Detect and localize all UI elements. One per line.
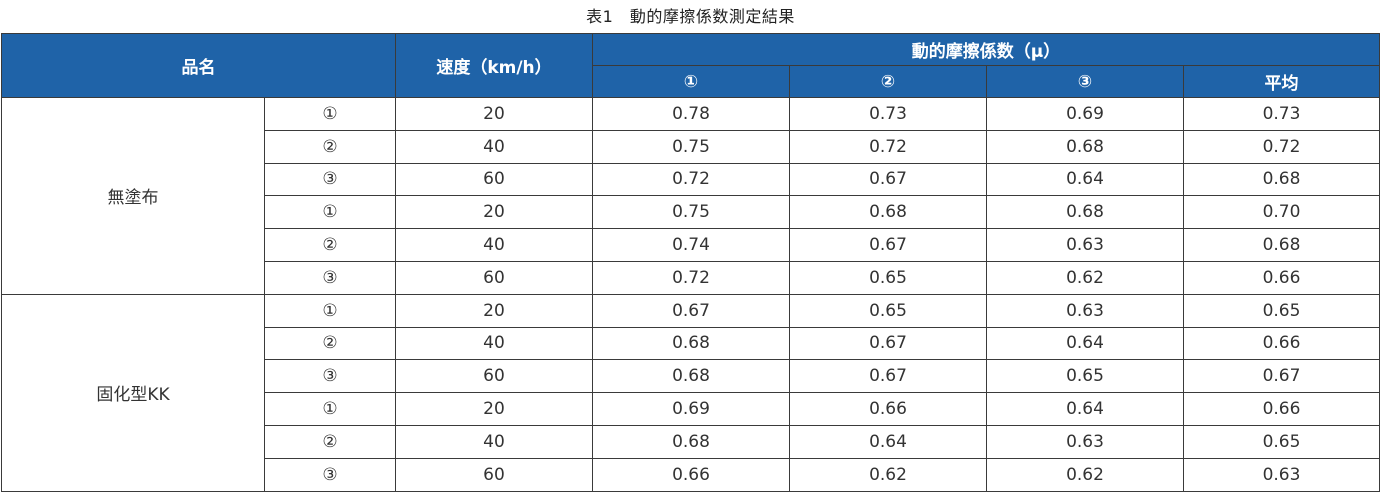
sample-number: ③: [264, 457, 396, 492]
table-row: ① 20 0.69 0.66 0.64 0.66: [2, 392, 1381, 426]
table-row: ② 40 0.75 0.72 0.68 0.72: [2, 129, 1381, 164]
trial-3-value: 0.64: [986, 392, 1184, 426]
trial-2-value: 0.67: [789, 228, 987, 262]
speed-value: 20: [395, 293, 593, 328]
average-value: 0.65: [1182, 293, 1381, 328]
sample-number: ①: [264, 293, 396, 328]
average-value: 0.65: [1182, 424, 1381, 459]
trial-1-value: 0.75: [592, 195, 790, 230]
trial-1-value: 0.66: [592, 457, 790, 492]
sample-number: ③: [264, 162, 396, 197]
average-value: 0.73: [1182, 97, 1381, 131]
trial-2-value: 0.65: [789, 260, 987, 295]
trial-2-value: 0.73: [789, 97, 987, 131]
speed-value: 20: [395, 195, 593, 230]
table-row: 無塗布 ① 20 0.78 0.73 0.69 0.73: [1, 97, 1381, 295]
sample-number: ①: [264, 195, 396, 230]
trial-3-value: 0.64: [986, 162, 1184, 197]
sample-number: ①: [264, 97, 396, 131]
trial-1-value: 0.78: [592, 97, 790, 131]
table-body: 無塗布 ① 20 0.78 0.73 0.69 0.73 ② 40 0.75 0…: [1, 97, 1381, 492]
average-value: 0.63: [1182, 457, 1381, 492]
sample-number: ③: [264, 359, 396, 394]
sample-number: ①: [264, 392, 396, 426]
speed-value: 20: [395, 392, 593, 426]
trial-3-value: 0.62: [986, 457, 1184, 492]
trial-3-value: 0.68: [986, 129, 1184, 164]
trial-2-value: 0.67: [789, 359, 987, 394]
trial-2-value: 0.64: [789, 424, 987, 459]
trial-1-value: 0.72: [592, 162, 790, 197]
table-caption: 表1 動的摩擦係数測定結果: [586, 7, 795, 26]
trial-1-value: 0.68: [592, 424, 790, 459]
trial-2-value: 0.68: [789, 195, 987, 230]
trial-2-value: 0.66: [789, 392, 987, 426]
average-value: 0.66: [1182, 326, 1381, 361]
table-row: ① 20 0.75 0.68 0.68 0.70: [2, 195, 1381, 230]
trial-2-value: 0.72: [789, 129, 987, 164]
header-trial-3: ③: [986, 65, 1184, 98]
average-value: 0.66: [1182, 392, 1381, 426]
trial-1-value: 0.72: [592, 260, 790, 295]
speed-value: 60: [395, 457, 593, 492]
average-value: 0.66: [1182, 260, 1381, 295]
trial-3-value: 0.68: [986, 195, 1184, 230]
speed-value: 40: [395, 326, 593, 361]
friction-results-table: 品名 速度（km/h） 動的摩擦係数（μ） ① ② ③ 平均 無塗布 ① 20 …: [1, 33, 1381, 492]
trial-2-value: 0.65: [789, 293, 987, 328]
sample-number: ③: [264, 260, 396, 295]
header-product: 品名: [1, 33, 396, 98]
trial-3-value: 0.63: [986, 424, 1184, 459]
sample-number: ②: [264, 424, 396, 459]
product-name: 無塗布: [1, 97, 265, 295]
trial-1-value: 0.67: [592, 293, 790, 328]
average-value: 0.68: [1182, 228, 1381, 262]
header-speed: 速度（km/h）: [395, 33, 593, 98]
trial-2-value: 0.67: [789, 162, 987, 197]
sample-number: ②: [264, 129, 396, 164]
trial-1-value: 0.69: [592, 392, 790, 426]
speed-value: 60: [395, 162, 593, 197]
speed-value: 60: [395, 359, 593, 394]
header-friction-group: 動的摩擦係数（μ）: [591, 33, 1381, 66]
header-trial-2: ②: [789, 65, 987, 98]
trial-3-value: 0.65: [986, 359, 1184, 394]
table-row: ③ 60 0.72 0.65 0.62 0.66: [2, 260, 1381, 295]
average-value: 0.68: [1182, 162, 1381, 197]
trial-3-value: 0.69: [986, 97, 1184, 131]
table-row: ③ 60 0.66 0.62 0.62 0.63: [2, 457, 1381, 492]
product-name: 固化型KK: [1, 293, 265, 492]
average-value: 0.67: [1182, 359, 1381, 394]
trial-3-value: 0.62: [986, 260, 1184, 295]
table-row: ② 40 0.68 0.64 0.63 0.65: [2, 424, 1381, 459]
speed-value: 20: [395, 97, 593, 131]
sample-number: ②: [264, 228, 396, 262]
sample-number: ②: [264, 326, 396, 361]
speed-value: 40: [395, 129, 593, 164]
average-value: 0.70: [1182, 195, 1381, 230]
trial-3-value: 0.63: [986, 228, 1184, 262]
trial-2-value: 0.67: [789, 326, 987, 361]
speed-value: 60: [395, 260, 593, 295]
trial-2-value: 0.62: [789, 457, 987, 492]
table-row: 固化型KK ① 20 0.67 0.65 0.63 0.65: [1, 293, 1381, 492]
average-value: 0.72: [1182, 129, 1381, 164]
table-row: ② 40 0.74 0.67 0.63 0.68: [2, 228, 1381, 262]
table-row: ③ 60 0.68 0.67 0.65 0.67: [2, 359, 1381, 394]
trial-3-value: 0.64: [986, 326, 1184, 361]
header-trial-1: ①: [592, 65, 790, 98]
trial-1-value: 0.74: [592, 228, 790, 262]
table-row: ③ 60 0.72 0.67 0.64 0.68: [2, 162, 1381, 197]
trial-1-value: 0.68: [592, 326, 790, 361]
trial-1-value: 0.75: [592, 129, 790, 164]
header-average: 平均: [1182, 65, 1381, 98]
speed-value: 40: [395, 228, 593, 262]
speed-value: 40: [395, 424, 593, 459]
table-header: 品名 速度（km/h） 動的摩擦係数（μ） ① ② ③ 平均: [1, 33, 1381, 98]
trial-1-value: 0.68: [592, 359, 790, 394]
trial-3-value: 0.63: [986, 293, 1184, 328]
